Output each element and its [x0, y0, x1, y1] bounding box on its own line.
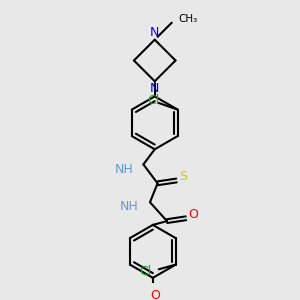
Text: N: N	[150, 82, 159, 95]
Text: Cl: Cl	[139, 265, 151, 278]
Text: NH: NH	[115, 163, 134, 176]
Text: NH: NH	[120, 200, 139, 213]
Text: O: O	[151, 289, 160, 300]
Text: CH₃: CH₃	[178, 14, 198, 24]
Text: N: N	[150, 26, 159, 39]
Text: O: O	[188, 208, 198, 221]
Text: Cl: Cl	[147, 94, 159, 107]
Text: S: S	[179, 170, 187, 183]
